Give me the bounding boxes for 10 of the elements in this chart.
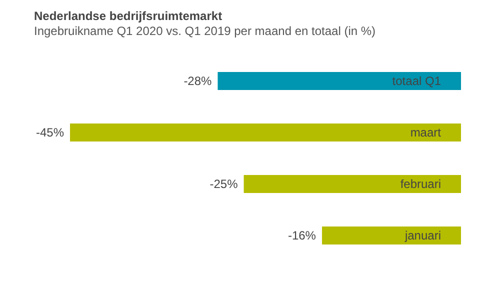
chart-subtitle: Ingebruikname Q1 2020 vs. Q1 2019 per maand en totaal (in %) (34, 24, 376, 38)
y-tick-label: maart (410, 125, 442, 140)
y-tick-label: februari (400, 176, 441, 191)
data-label: -25% (210, 177, 238, 192)
chart-title: Nederlandse bedrijfsruimtemarkt (34, 9, 222, 23)
data-label: -16% (288, 228, 316, 243)
data-label: -28% (184, 74, 212, 88)
y-tick-label: januari (404, 228, 441, 242)
y-tick-label: totaal Q1 (392, 74, 442, 88)
data-label: -45% (36, 126, 64, 140)
